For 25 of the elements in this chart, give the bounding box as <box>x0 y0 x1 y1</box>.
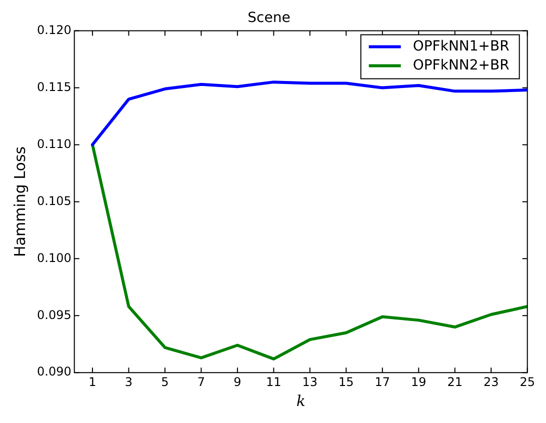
x-tick-label: 9 <box>234 374 242 389</box>
chart-title: Scene <box>248 10 290 26</box>
x-tick-label: 19 <box>411 374 426 389</box>
legend-label: OPFkNN1+BR <box>412 38 510 54</box>
y-tick-label: 0.105 <box>36 194 72 208</box>
x-tick-label: 21 <box>447 374 463 389</box>
x-tick-label: 1 <box>88 374 96 389</box>
y-tick-label: 0.120 <box>36 22 72 37</box>
x-tick-label: 7 <box>197 374 206 389</box>
y-tick-label: 0.095 <box>36 308 72 322</box>
legend-label: OPFkNN2+BR <box>412 57 510 74</box>
y-tick-label: 0.110 <box>36 136 72 151</box>
x-tick-label: 5 <box>161 374 169 389</box>
x-tick-label: 11 <box>266 374 282 389</box>
y-tick-label: 0.115 <box>36 80 72 94</box>
x-tick-label: 25 <box>520 374 536 389</box>
x-tick-label: 15 <box>338 374 354 389</box>
x-tick-label: 17 <box>374 374 390 389</box>
x-tick-label: 3 <box>124 374 133 389</box>
x-tick-label: 13 <box>302 374 318 389</box>
y-tick-label: 0.100 <box>36 250 72 265</box>
y-tick-label: 0.090 <box>36 364 72 379</box>
y-axis-title: Hamming Loss <box>10 146 29 257</box>
x-axis-title: k <box>296 392 306 410</box>
x-tick-label: 23 <box>483 374 499 389</box>
